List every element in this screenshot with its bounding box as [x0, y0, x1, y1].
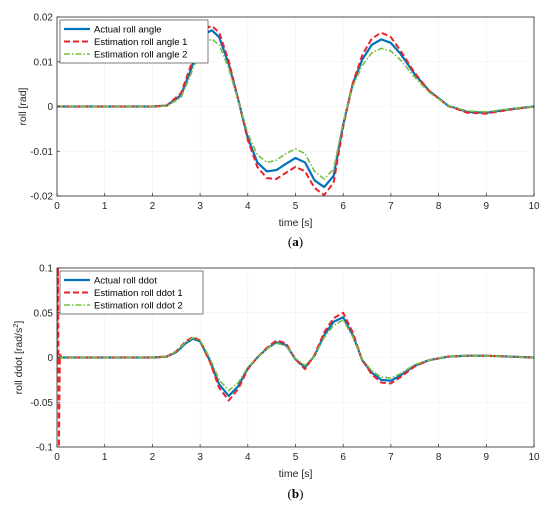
caption-b-letter: b: [292, 486, 299, 501]
series-line-b-3: [57, 319, 534, 392]
chart-panel-a: 0 1 2 3 4 5 6 7 8 9 10 -0.02 -0.01 0 0.01 0.02 time [s…: [17, 13, 540, 250]
y-tick-label-b-0: -0.1: [36, 443, 54, 454]
x-tick-label-a-6: 6: [340, 201, 346, 212]
x-tick-label-a-8: 8: [436, 201, 442, 212]
x-tick-label-b-6: 6: [340, 452, 346, 463]
y-tick-label-b-3: 0.05: [34, 308, 54, 319]
y-tick-label-a-0: -0.02: [30, 192, 53, 203]
caption-b-close: ): [299, 486, 303, 501]
y-tick-label-a-3: 0.01: [34, 57, 54, 68]
y-axis-label-b: roll ddot [rad/s2]: [11, 321, 25, 395]
x-tick-label-b-3: 3: [197, 452, 203, 463]
x-tick-label-b-7: 7: [388, 452, 394, 463]
x-tick-label-a-9: 9: [484, 201, 490, 212]
x-tick-label-b-9: 9: [484, 452, 490, 463]
x-tick-label-b-8: 8: [436, 452, 442, 463]
legend-label-a-1: Actual roll angle: [94, 24, 162, 35]
x-tick-label-a-7: 7: [388, 201, 394, 212]
y-ticks-a: -0.02 -0.01 0 0.01 0.02: [30, 13, 60, 203]
y-tick-label-b-1: -0.05: [30, 398, 53, 409]
x-tick-label-a-1: 1: [102, 201, 108, 212]
series-line-b-2: [57, 267, 534, 448]
x-tick-label-b-5: 5: [293, 452, 299, 463]
x-tick-label-b-4: 4: [245, 452, 251, 463]
legend-label-b-1: Actual roll ddot: [94, 275, 157, 286]
x-tick-label-a-2: 2: [150, 201, 156, 212]
legend-label-a-2: Estimation roll angle 1: [94, 37, 187, 48]
x-tick-label-b-10: 10: [528, 452, 540, 463]
legend-a: Actual roll angle Estimation roll angle 1…: [59, 19, 209, 64]
legend-label-b-3: Estimation roll ddot 2: [94, 300, 183, 311]
y-ticks-b: -0.1 -0.05 0 0.05 0.1: [30, 264, 60, 454]
legend-label-b-2: Estimation roll ddot 1: [94, 288, 183, 299]
x-tick-label-a-0: 0: [54, 201, 60, 212]
series-group-b: [57, 267, 534, 448]
caption-b: (b): [288, 486, 304, 501]
caption-a-close: ): [299, 234, 303, 249]
y-tick-label-a-1: -0.01: [30, 147, 53, 158]
y-tick-label-a-2: 0: [47, 102, 53, 113]
x-tick-label-b-2: 2: [150, 452, 156, 463]
x-axis-label-b: time [s]: [279, 468, 313, 480]
x-ticks-b: 0 1 2 3 4 5 6 7 8 9 10: [54, 444, 540, 463]
y-tick-label-b-2: 0: [47, 353, 53, 364]
legend-b: Actual roll ddot Estimation roll ddot 1Es…: [59, 270, 204, 315]
grid-a: [57, 17, 534, 196]
x-tick-label-a-5: 5: [293, 201, 299, 212]
x-ticks-a: 0 1 2 3 4 5 6 7 8 9 10: [54, 193, 540, 212]
caption-b-open: (: [288, 486, 292, 501]
x-tick-label-b-0: 0: [54, 452, 60, 463]
legend-label-a-3: Estimation roll angle 2: [94, 49, 187, 60]
y-axis-label-a: roll [rad]: [17, 87, 29, 125]
x-tick-label-b-1: 1: [102, 452, 108, 463]
y-axis-label-b-sup: 2: [11, 324, 20, 328]
caption-a-letter: a: [292, 234, 299, 249]
caption-a: (a): [288, 234, 303, 249]
x-axis-label-a: time [s]: [279, 217, 313, 229]
y-tick-label-a-4: 0.02: [34, 13, 54, 24]
x-tick-label-a-3: 3: [197, 201, 203, 212]
y-axis-label-b-end: ]: [13, 321, 25, 324]
x-tick-label-a-4: 4: [245, 201, 251, 212]
caption-a-open: (: [288, 234, 292, 249]
x-tick-label-a-10: 10: [528, 201, 540, 212]
y-tick-label-b-4: 0.1: [39, 264, 53, 275]
y-axis-label-b-main: roll ddot [rad/s: [13, 328, 25, 395]
